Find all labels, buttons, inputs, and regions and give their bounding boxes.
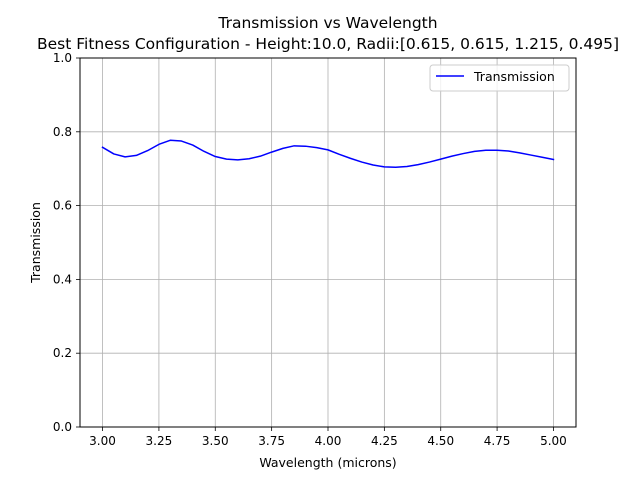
x-tick-label: 3.75	[258, 434, 285, 448]
y-tick-label: 0.4	[53, 272, 72, 286]
chart-title: Transmission vs Wavelength	[217, 14, 437, 32]
x-tick-label: 4.00	[315, 434, 342, 448]
x-tick-label: 4.75	[484, 434, 511, 448]
series-layer	[101, 139, 555, 168]
y-tick-label: 0.2	[53, 346, 72, 360]
y-tick-label: 1.0	[53, 51, 72, 65]
x-tick-label: 4.50	[427, 434, 454, 448]
legend: Transmission	[429, 64, 570, 92]
y-tick-label: 0.6	[53, 199, 72, 213]
y-axis-label: Transmission	[28, 202, 43, 284]
x-tick-label: 3.50	[202, 434, 229, 448]
chart-subtitle: Best Fitness Configuration - Height:10.0…	[37, 35, 619, 53]
axis-ticks: 3.00 3.25 3.50 3.75 4.00 4.25 4.50 4.75 5.00 0.0 0…	[53, 51, 567, 448]
legend-entry-label: Transmission	[473, 69, 555, 84]
x-tick-label: 3.00	[89, 434, 116, 448]
y-tick-label: 0.0	[53, 420, 72, 434]
y-tick-label: 0.8	[53, 125, 72, 139]
x-axis-label: Wavelength (microns)	[259, 455, 396, 470]
transmission-series-line	[101, 139, 555, 168]
x-tick-label: 4.25	[371, 434, 398, 448]
x-tick-label: 3.25	[146, 434, 173, 448]
x-tick-label: 5.00	[540, 434, 567, 448]
legend-box	[429, 64, 570, 92]
plot-area-frame	[79, 57, 577, 428]
